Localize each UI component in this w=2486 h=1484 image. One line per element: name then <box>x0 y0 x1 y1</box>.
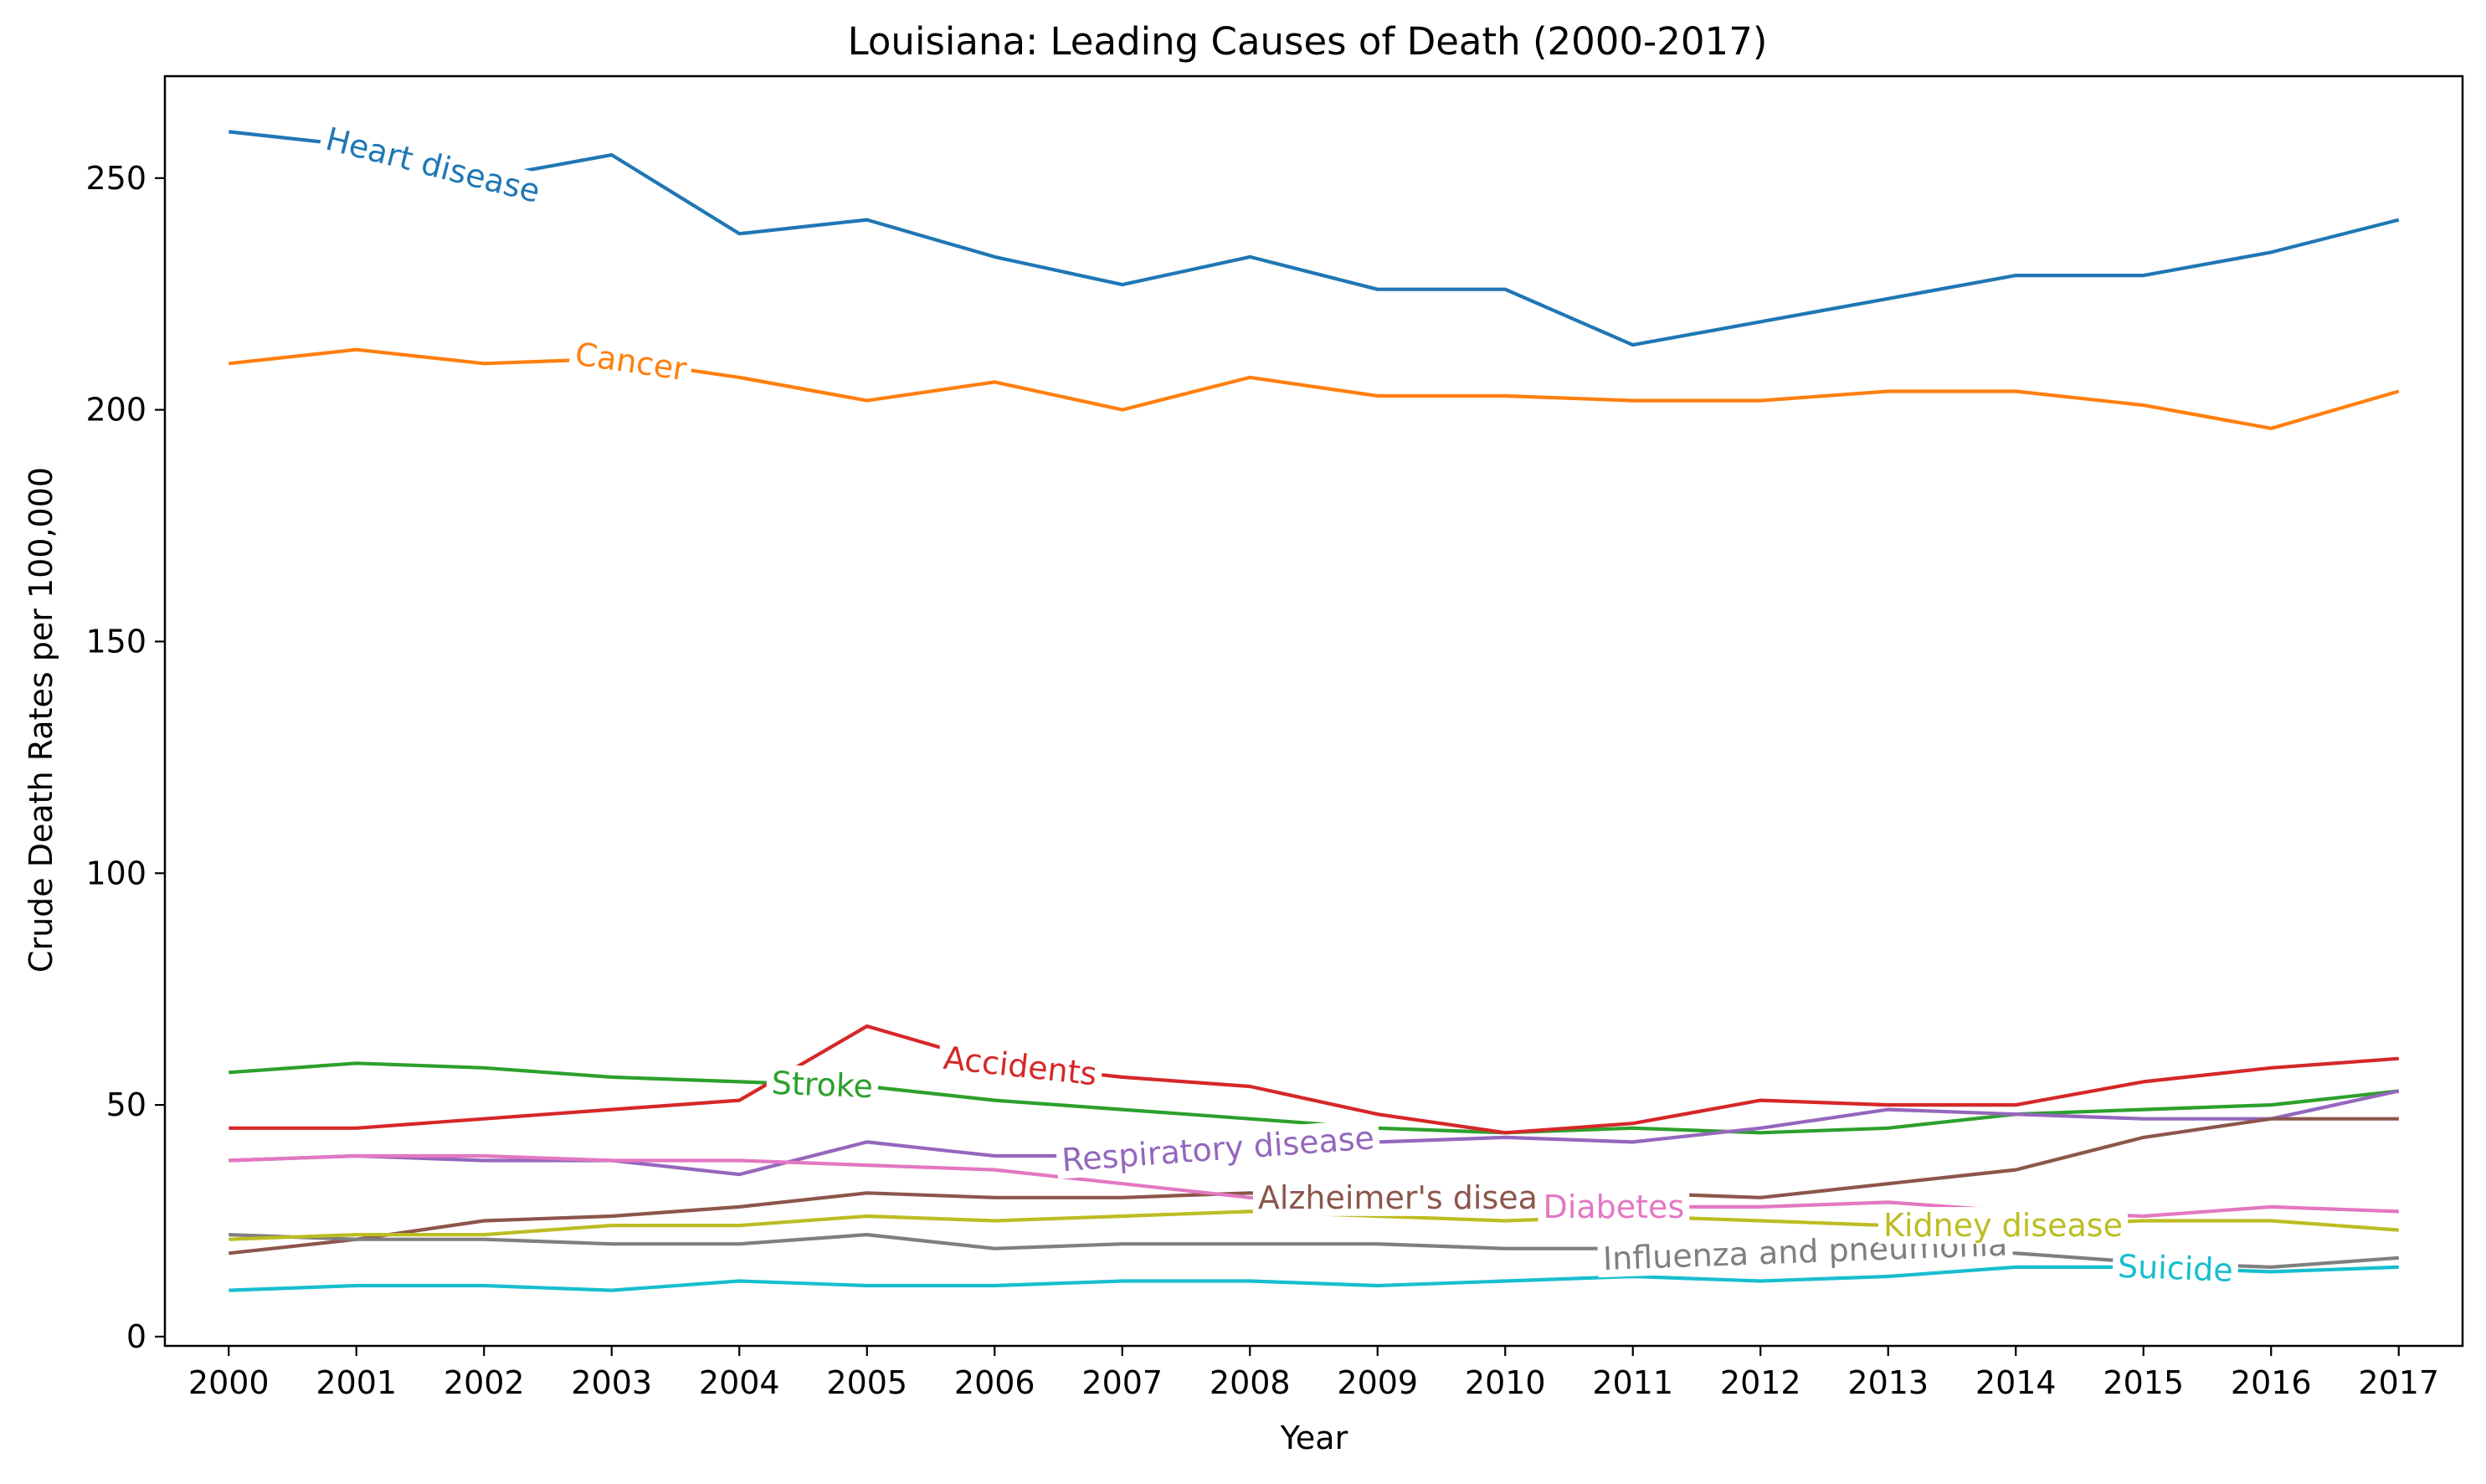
series-label-2: Stroke <box>766 1064 879 1106</box>
y-tick-label: 100 <box>85 855 146 891</box>
x-tick-label: 2002 <box>444 1364 525 1401</box>
series-label-bg <box>316 119 549 212</box>
series-label-bg <box>1252 1178 1579 1216</box>
x-tick-label: 2000 <box>188 1364 270 1401</box>
x-tick-label: 2010 <box>1465 1364 1546 1401</box>
series-label-bg <box>1878 1207 2128 1245</box>
series-label-bg <box>766 1064 879 1106</box>
x-tick-label: 2006 <box>954 1364 1035 1401</box>
x-axis: 2000 2001 2002 2003 2004 2005 2006 2007 2008 2009… <box>188 1346 2439 1401</box>
series-label-bg <box>937 1039 1104 1094</box>
x-tick-label: 2005 <box>826 1364 907 1401</box>
x-tick-label: 2011 <box>1592 1364 1673 1401</box>
x-tick-label: 2003 <box>571 1364 652 1401</box>
series-line-3 <box>229 1024 2399 1135</box>
series-line-9 <box>229 1265 2399 1292</box>
x-tick-label: 2015 <box>2103 1364 2184 1401</box>
x-tick-label: 2014 <box>1975 1364 2057 1401</box>
x-tick-label: 2001 <box>316 1364 397 1401</box>
series-label-text: Kidney disease <box>1883 1207 2123 1244</box>
series-line-0 <box>229 130 2400 347</box>
series-label-text: Stroke <box>771 1065 874 1105</box>
x-tick-label: 2008 <box>1210 1364 1291 1401</box>
x-tick-label: 2017 <box>2358 1364 2439 1401</box>
plot-frame <box>163 74 2464 1348</box>
series-label-9: Suicide <box>2112 1247 2239 1290</box>
series-label-6: Diabetes <box>1538 1188 1690 1225</box>
series-label-5: Alzheimer's disease <box>1252 1178 1579 1216</box>
x-tick-label: 2012 <box>1720 1364 1801 1401</box>
series-label-bg <box>1055 1118 1381 1179</box>
x-axis-label: Year <box>1280 1420 1348 1456</box>
y-tick-label: 250 <box>85 160 146 197</box>
series-label-text: Diabetes <box>1543 1189 1685 1225</box>
y-axis-label: Crude Death Rates per 100,000 <box>23 467 59 973</box>
series-label-bg <box>1538 1188 1690 1225</box>
series-label-bg <box>568 334 694 389</box>
y-tick-label: 150 <box>85 623 146 660</box>
x-tick-label: 2013 <box>1847 1364 1929 1401</box>
series-label-bg <box>2112 1247 2239 1290</box>
x-tick-label: 2004 <box>699 1364 780 1401</box>
y-tick-label: 50 <box>106 1086 146 1123</box>
y-tick-label: 200 <box>85 392 146 429</box>
series-label-text: Alzheimer's disease <box>1258 1179 1574 1216</box>
y-axis: 0 50 100 150 200 250 <box>85 160 165 1355</box>
series-label-text: Suicide <box>2117 1248 2233 1289</box>
chart-title: Louisiana: Leading Causes of Death (2000… <box>848 19 1768 64</box>
y-tick-label: 0 <box>126 1318 146 1355</box>
series-label-8: Kidney disease <box>1878 1207 2128 1245</box>
series-line-7 <box>229 1232 2399 1270</box>
x-tick-label: 2007 <box>1081 1364 1163 1401</box>
x-tick-label: 2009 <box>1337 1364 1418 1401</box>
x-tick-label: 2016 <box>2231 1364 2312 1401</box>
